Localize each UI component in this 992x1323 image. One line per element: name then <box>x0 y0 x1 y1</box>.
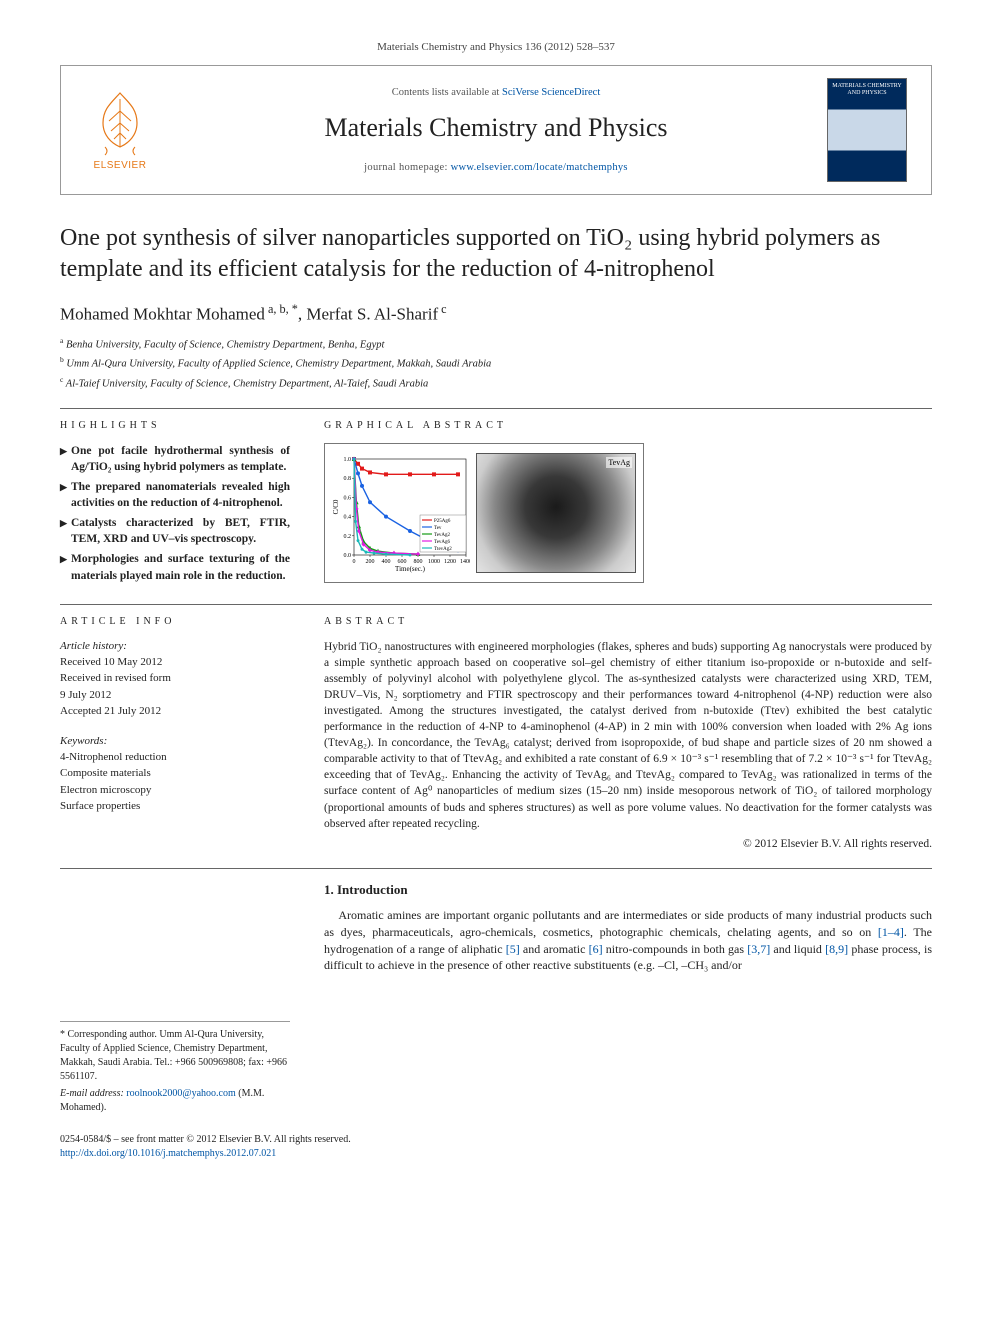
highlight-item: Catalysts characterized by BET, FTIR, TE… <box>60 515 290 547</box>
ref-link[interactable]: [5] <box>506 942 520 956</box>
svg-text:0.2: 0.2 <box>344 534 352 540</box>
affiliation: c Al-Taief University, Faculty of Scienc… <box>60 375 932 392</box>
graphical-abstract-section: graphical abstract 020040060080010001200… <box>324 419 932 588</box>
email-label: E-mail address: <box>60 1088 126 1099</box>
keywords-head: Keywords: <box>60 734 290 749</box>
journal-name: Materials Chemistry and Physics <box>179 110 813 146</box>
highlights-list: One pot facile hydrothermal synthesis of… <box>60 443 290 584</box>
svg-text:0.6: 0.6 <box>344 495 352 501</box>
keyword: 4-Nitrophenol reduction <box>60 750 290 765</box>
article-history-head: Article history: <box>60 639 290 654</box>
svg-text:Time(sec.): Time(sec.) <box>395 565 426 573</box>
email-line: E-mail address: roolnook2000@yahoo.com (… <box>60 1087 290 1115</box>
section-rule <box>60 604 932 605</box>
intro-text: and liquid <box>770 942 825 956</box>
contents-link[interactable]: SciVerse ScienceDirect <box>502 87 600 98</box>
ga-tem-image: TevAg <box>476 453 636 573</box>
article-title: One pot synthesis of silver nanoparticle… <box>60 223 932 284</box>
abstract-text: Hybrid TiO₂ nanostructures with engineer… <box>324 639 932 852</box>
svg-text:P25Ag6: P25Ag6 <box>434 519 451 524</box>
introduction-text: Aromatic amines are important organic po… <box>324 907 932 974</box>
svg-text:1000: 1000 <box>428 559 440 565</box>
svg-text:C/C0: C/C0 <box>332 499 340 514</box>
ref-link[interactable]: [3,7] <box>747 942 770 956</box>
ga-tem-label: TevAg <box>606 457 632 468</box>
article-info-heading: article info <box>60 615 290 629</box>
svg-text:0.4: 0.4 <box>344 514 352 520</box>
ref-link[interactable]: [1–4] <box>878 925 904 939</box>
contents-available: Contents lists available at SciVerse Sci… <box>179 86 813 101</box>
elsevier-logo: ELSEVIER <box>75 80 165 180</box>
ref-link[interactable]: [6] <box>589 942 603 956</box>
svg-text:0.0: 0.0 <box>344 553 352 559</box>
keyword: Surface properties <box>60 799 290 814</box>
abstract-copyright: © 2012 Elsevier B.V. All rights reserved… <box>324 836 932 852</box>
svg-text:200: 200 <box>366 559 375 565</box>
svg-text:TevAg2: TevAg2 <box>434 533 451 538</box>
masthead: ELSEVIER Contents lists available at Sci… <box>60 65 932 195</box>
highlight-item: The prepared nanomaterials revealed high… <box>60 479 290 511</box>
history-line: 9 July 2012 <box>60 688 290 703</box>
left-column-footnotes-wrap: * Corresponding author. Umm Al-Qura Univ… <box>60 881 290 1115</box>
corresponding-author: * Corresponding author. Umm Al-Qura Univ… <box>60 1028 290 1084</box>
bottom-metadata: 0254-0584/$ – see front matter © 2012 El… <box>60 1133 932 1161</box>
section-rule <box>60 868 932 869</box>
svg-text:TtevAg2: TtevAg2 <box>434 547 452 552</box>
svg-text:0: 0 <box>353 559 356 565</box>
keyword: Composite materials <box>60 766 290 781</box>
highlight-item: Morphologies and surface texturing of th… <box>60 551 290 583</box>
introduction-section: 1. Introduction Aromatic amines are impo… <box>324 881 932 1115</box>
section-rule <box>60 408 932 409</box>
article-info-section: article info Article history: Received 1… <box>60 615 290 852</box>
front-matter-line: 0254-0584/$ – see front matter © 2012 El… <box>60 1133 932 1147</box>
authors: Mohamed Mokhtar Mohamed a, b, *, Merfat … <box>60 301 932 326</box>
history-line: Received 10 May 2012 <box>60 655 290 670</box>
journal-homepage: journal homepage: www.elsevier.com/locat… <box>179 161 813 176</box>
elsevier-tree-icon <box>91 87 149 157</box>
history-line: Received in revised form <box>60 671 290 686</box>
footnotes: * Corresponding author. Umm Al-Qura Univ… <box>60 1021 290 1115</box>
cover-thumb-title: MATERIALS CHEMISTRY AND PHYSICS <box>832 83 902 96</box>
homepage-link[interactable]: www.elsevier.com/locate/matchemphys <box>451 162 628 173</box>
abstract-section: abstract Hybrid TiO₂ nanostructures with… <box>324 615 932 852</box>
homepage-prefix: journal homepage: <box>364 162 450 173</box>
history-line: Accepted 21 July 2012 <box>60 704 290 719</box>
abstract-heading: abstract <box>324 615 932 629</box>
contents-prefix: Contents lists available at <box>392 87 502 98</box>
highlight-item: One pot facile hydrothermal synthesis of… <box>60 443 290 475</box>
affiliation: a Benha University, Faculty of Science, … <box>60 336 932 353</box>
ref-link[interactable]: [8,9] <box>825 942 848 956</box>
svg-text:1.0: 1.0 <box>344 457 352 463</box>
svg-text:1200: 1200 <box>444 559 456 565</box>
citation-line: Materials Chemistry and Physics 136 (201… <box>60 40 932 55</box>
intro-text: nitro-compounds in both gas <box>603 942 748 956</box>
svg-text:TevAg6: TevAg6 <box>434 540 451 545</box>
abstract-body: Hybrid TiO₂ nanostructures with engineer… <box>324 641 932 830</box>
intro-text: Aromatic amines are important organic po… <box>324 908 932 939</box>
publisher-label: ELSEVIER <box>94 159 147 173</box>
graphical-abstract-heading: graphical abstract <box>324 419 932 433</box>
svg-text:1400: 1400 <box>460 559 470 565</box>
highlights-section: highlights One pot facile hydrothermal s… <box>60 419 290 588</box>
highlights-heading: highlights <box>60 419 290 433</box>
affiliation: b Umm Al-Qura University, Faculty of App… <box>60 355 932 372</box>
ga-chart: 02004006008001000120014000.00.20.40.60.8… <box>330 453 470 573</box>
keyword: Electron microscopy <box>60 783 290 798</box>
svg-text:Tev: Tev <box>434 526 442 531</box>
journal-cover-thumb: MATERIALS CHEMISTRY AND PHYSICS <box>827 78 907 182</box>
svg-text:400: 400 <box>382 559 391 565</box>
svg-text:0.8: 0.8 <box>344 476 352 482</box>
intro-text: and aromatic <box>520 942 589 956</box>
graphical-abstract-box: 02004006008001000120014000.00.20.40.60.8… <box>324 443 644 583</box>
introduction-heading: 1. Introduction <box>324 881 932 899</box>
doi-link[interactable]: http://dx.doi.org/10.1016/j.matchemphys.… <box>60 1148 276 1159</box>
email-link[interactable]: roolnook2000@yahoo.com <box>126 1088 235 1099</box>
